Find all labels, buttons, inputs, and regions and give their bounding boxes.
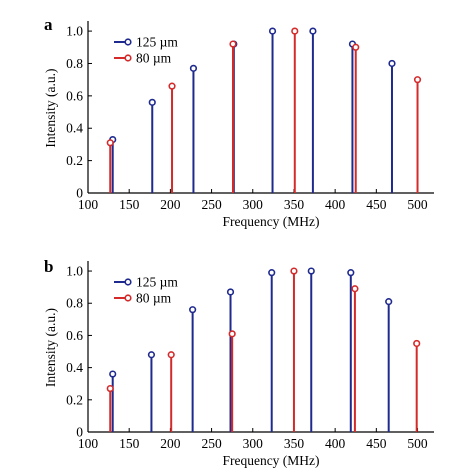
x-tick-label: 400 xyxy=(325,436,346,451)
y-tick-label: 0.6 xyxy=(66,328,83,343)
legend-entry: 125 µm xyxy=(136,275,178,290)
series-series_80 xyxy=(106,27,422,193)
stem-marker xyxy=(268,27,277,35)
stem-marker xyxy=(228,330,236,338)
y-tick-label: 0 xyxy=(76,186,83,201)
chart-panel-a: a 0 0.2 0.4 0.6 0.8 1.0 100 150 200 250 300 350 400 45… xyxy=(43,15,434,229)
legend-swatch-marker xyxy=(124,294,132,302)
x-tick-label: 450 xyxy=(366,436,387,451)
legend-swatch-marker xyxy=(124,38,132,46)
stem-marker xyxy=(351,285,359,293)
y-tick-label: 0.6 xyxy=(66,88,83,103)
stem-marker xyxy=(413,76,422,84)
stem-marker xyxy=(347,269,355,277)
stem-marker xyxy=(189,64,198,72)
stem-marker xyxy=(106,384,114,393)
panel-letter: a xyxy=(44,15,53,34)
stem-marker xyxy=(291,27,299,35)
x-tick-label: 200 xyxy=(160,436,181,451)
stem-marker xyxy=(189,306,197,314)
stem-marker xyxy=(307,267,315,275)
x-tick-label: 150 xyxy=(119,436,140,451)
x-tick-label: 250 xyxy=(201,197,222,212)
x-tick-label: 350 xyxy=(284,197,305,212)
y-tick-label: 0.8 xyxy=(66,296,83,311)
x-tick-label: 150 xyxy=(119,197,140,212)
stem-marker xyxy=(309,27,317,35)
y-tick-label: 1.0 xyxy=(66,264,83,279)
stem-marker xyxy=(352,43,360,51)
stem-marker xyxy=(268,269,276,277)
panel-letter: b xyxy=(44,257,53,276)
x-tick-label: 100 xyxy=(78,436,99,451)
y-tick-label: 1.0 xyxy=(66,24,83,39)
stem-marker xyxy=(148,98,156,106)
stem-marker xyxy=(388,59,396,68)
chart-panel-b: b 0 0.2 0.4 0.6 0.8 1.0 100 150 200 250 300 350 400 45… xyxy=(43,257,434,468)
y-tick-label: 0.2 xyxy=(66,392,83,407)
stem-marker xyxy=(290,267,298,275)
x-tick-label: 500 xyxy=(407,436,428,451)
legend-entry: 80 µm xyxy=(136,291,172,306)
x-tick-label: 300 xyxy=(243,197,264,212)
x-tick-label: 400 xyxy=(325,197,346,212)
y-tick-label: 0.8 xyxy=(66,56,83,71)
stem-marker xyxy=(167,351,175,359)
y-tick-label: 0.4 xyxy=(66,360,83,375)
y-tick-label: 0.4 xyxy=(66,121,83,136)
stem-marker xyxy=(106,139,114,147)
y-axis-title: Intensity (a.u.) xyxy=(43,68,58,147)
stem-marker xyxy=(109,370,117,378)
x-tick-label: 200 xyxy=(160,197,181,212)
legend-swatch-marker xyxy=(124,54,132,62)
x-tick-label: 250 xyxy=(201,436,222,451)
y-tick-label: 0 xyxy=(76,425,83,440)
x-tick-label: 500 xyxy=(407,197,428,212)
x-axis-title: Frequency (MHz) xyxy=(222,214,319,229)
stem-marker xyxy=(229,40,237,48)
x-tick-label: 350 xyxy=(284,436,305,451)
x-tick-label: 450 xyxy=(366,197,387,212)
stem-marker xyxy=(168,82,176,90)
y-tick-label: 0.2 xyxy=(66,153,83,168)
series-series_80 xyxy=(106,267,421,432)
legend-entry: 80 µm xyxy=(136,51,172,66)
x-tick-label: 300 xyxy=(243,436,264,451)
legend-swatch-marker xyxy=(124,278,132,286)
x-tick-label: 100 xyxy=(78,197,99,212)
series-series_125 xyxy=(109,267,393,432)
stem-marker xyxy=(226,288,235,296)
stem-marker xyxy=(413,339,421,348)
y-axis-title: Intensity (a.u.) xyxy=(43,308,58,387)
stem-marker xyxy=(385,298,393,306)
stem-marker xyxy=(147,351,156,359)
legend-entry: 125 µm xyxy=(136,35,178,50)
x-axis-title: Frequency (MHz) xyxy=(222,453,319,468)
